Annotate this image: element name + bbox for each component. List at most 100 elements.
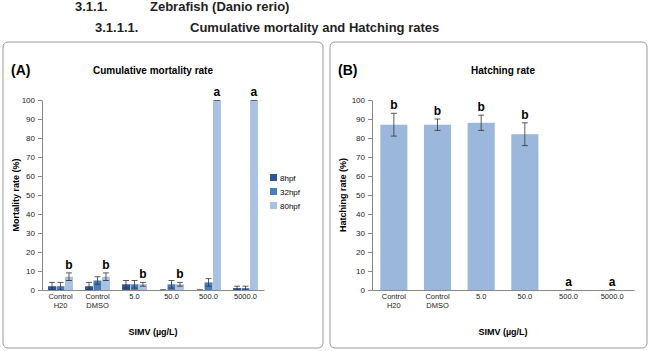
error-bar	[177, 282, 183, 286]
error-bar-cap	[214, 100, 220, 101]
error-bar-cap	[609, 290, 615, 291]
y-tick-mark	[368, 119, 372, 120]
error-bar-cap	[566, 290, 572, 291]
panel-label: (A)	[11, 62, 30, 78]
error-bar-stem	[179, 282, 180, 286]
x-tick-label: 5.0	[129, 292, 139, 301]
x-tick: 5.0	[476, 292, 486, 301]
annotation: b	[477, 100, 484, 114]
error-bar-cap	[206, 286, 212, 287]
x-axis-line	[43, 290, 265, 291]
bar	[599, 290, 626, 291]
error-bar-cap	[58, 290, 64, 291]
annotation: b	[102, 258, 109, 272]
bar	[159, 290, 167, 291]
x-tick: ControlH20	[382, 292, 407, 310]
panel-frame	[330, 42, 647, 348]
error-bar	[103, 273, 109, 281]
annotation: a	[251, 85, 258, 99]
x-tick: 50.0	[164, 292, 179, 301]
error-bar-cap	[177, 286, 183, 287]
error-bar-stem	[97, 277, 98, 285]
y-tick: 50	[26, 191, 42, 200]
error-bar-stem	[524, 123, 525, 146]
error-bar	[234, 286, 240, 290]
error-bar-cap	[243, 286, 249, 287]
error-bar	[478, 115, 484, 130]
x-axis: ControlH20ControlDMSO5.050.0500.05000.0	[43, 291, 265, 311]
chart-title: Hatching rate	[471, 65, 535, 76]
error-bar-stem	[89, 282, 90, 290]
error-bar	[197, 290, 203, 291]
error-bar-cap	[132, 288, 138, 289]
error-bar-stem	[52, 282, 53, 290]
x-tick-label: ControlDMSO	[85, 292, 110, 310]
x-tick-label: 50.0	[518, 292, 533, 301]
y-tick-label: 40	[356, 210, 365, 219]
error-bar-cap	[49, 282, 55, 283]
y-tick: 20	[356, 248, 372, 257]
error-bar-cap	[58, 282, 64, 283]
y-tick-label: 50	[356, 191, 365, 200]
error-bar	[206, 279, 212, 287]
annotation: a	[214, 85, 221, 99]
legend-label: 80hpf	[280, 202, 301, 211]
y-tick-label: 100	[352, 96, 366, 105]
y-tick-label: 80	[26, 134, 35, 143]
error-bar	[214, 100, 220, 101]
legend-swatch	[270, 188, 277, 195]
x-tick-label: 5.0	[476, 292, 486, 301]
y-tick: 100	[22, 96, 42, 105]
error-bar-cap	[123, 280, 129, 281]
y-axis: 0102030405060708090100	[22, 96, 43, 295]
bar	[250, 100, 258, 290]
plot-marks	[380, 113, 615, 290]
error-bar-cap	[197, 290, 203, 291]
error-bar-cap	[49, 290, 55, 291]
error-bar-cap	[103, 272, 109, 273]
error-bar	[435, 119, 441, 130]
error-bar	[251, 100, 257, 101]
y-tick-mark	[38, 176, 42, 177]
error-bar-cap	[177, 282, 183, 283]
y-tick: 80	[26, 134, 42, 143]
error-bar-cap	[95, 284, 101, 285]
y-tick-mark	[38, 119, 42, 120]
x-tick: 500.0	[559, 292, 578, 301]
y-tick-mark	[368, 252, 372, 253]
error-bar	[391, 113, 397, 136]
annotation: a	[609, 275, 616, 289]
y-tick-label: 0	[31, 286, 36, 295]
y-tick: 100	[352, 96, 372, 105]
error-bar-cap	[566, 290, 572, 291]
y-tick-label: 40	[26, 210, 35, 219]
error-bar	[86, 282, 92, 290]
error-bar-stem	[60, 282, 61, 290]
error-bar	[169, 281, 175, 289]
legend-label: 32hpf	[280, 188, 301, 197]
annotation: b	[521, 108, 528, 122]
error-bar	[243, 286, 249, 290]
x-tick-label: ControlH20	[382, 292, 407, 310]
x-tick: 50.0	[518, 292, 533, 301]
x-tick-label: 5000.0	[234, 292, 257, 301]
annotation: b	[65, 258, 72, 272]
y-tick-label: 90	[26, 115, 35, 124]
heading: 3.1.1.	[75, 0, 108, 14]
error-bar	[160, 290, 166, 291]
error-bar-stem	[393, 113, 394, 136]
error-bar-cap	[169, 288, 175, 289]
error-bar-cap	[140, 282, 146, 283]
x-tick-label: 500.0	[559, 292, 578, 301]
panel-label: (B)	[338, 62, 357, 78]
y-tick-label: 100	[22, 96, 36, 105]
y-tick-label: 90	[356, 115, 365, 124]
y-axis-line	[372, 101, 373, 291]
error-bar-cap	[234, 286, 240, 287]
error-bar-stem	[481, 115, 482, 130]
x-tick: 500.0	[199, 292, 218, 301]
error-bar-cap	[522, 145, 528, 146]
error-bar	[609, 290, 615, 291]
panel: (B)Hatching rate0102030405060708090100Co…	[330, 42, 647, 348]
y-tick-label: 70	[26, 153, 35, 162]
